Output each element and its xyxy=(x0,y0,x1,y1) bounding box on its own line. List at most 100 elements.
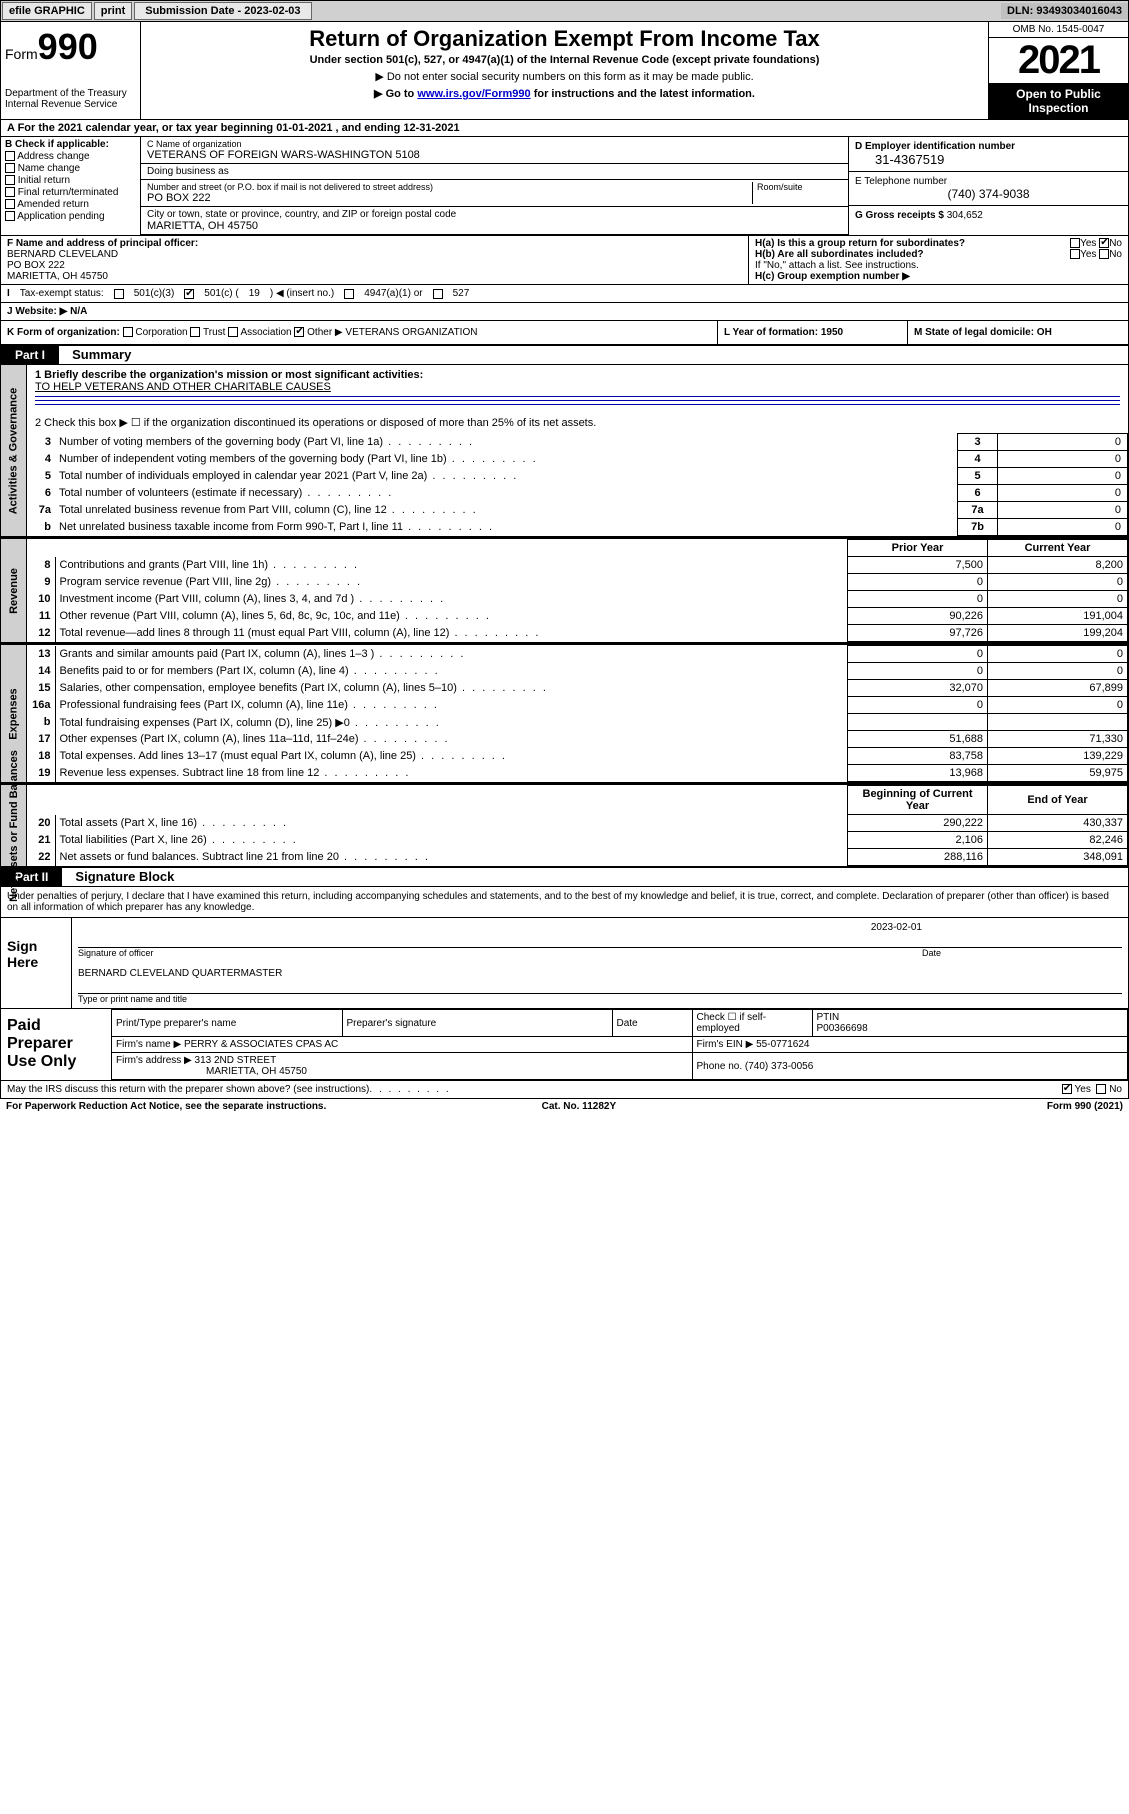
cb-app-pending[interactable]: Application pending xyxy=(5,211,136,222)
addr-value: PO BOX 222 xyxy=(147,192,752,204)
row-f-label: F Name and address of principal officer: xyxy=(7,238,198,249)
gov-row: 5Total number of individuals employed in… xyxy=(27,468,1128,485)
org-name: VETERANS OF FOREIGN WARS-WASHINGTON 5108 xyxy=(147,149,842,161)
phone-label: E Telephone number xyxy=(855,176,1122,187)
gov-row: 7aTotal unrelated business revenue from … xyxy=(27,502,1128,519)
dln: DLN: 93493034016043 xyxy=(1001,3,1128,19)
paperwork-footer: For Paperwork Reduction Act Notice, see … xyxy=(0,1099,1129,1114)
side-exp: Expenses xyxy=(8,688,20,739)
gov-row: 4Number of independent voting members of… xyxy=(27,451,1128,468)
paid-label: Paid Preparer Use Only xyxy=(1,1009,111,1080)
row-a-period: A For the 2021 calendar year, or tax yea… xyxy=(0,120,1129,137)
firm-city: MARIETTA, OH 45750 xyxy=(116,1066,307,1077)
self-emp-check[interactable]: Check ☐ if self-employed xyxy=(692,1010,812,1037)
firm-phone: (740) 373-0056 xyxy=(745,1061,813,1072)
fin-row: 10Investment income (Part VIII, column (… xyxy=(27,591,1128,608)
fin-row: 15Salaries, other compensation, employee… xyxy=(27,680,1128,697)
brief-label: 1 Briefly describe the organization's mi… xyxy=(35,369,423,381)
ein-value: 31-4367519 xyxy=(855,152,1122,167)
sign-here-block: Sign Here 2023-02-01 Signature of office… xyxy=(0,917,1129,1009)
gov-row: 6Total number of volunteers (estimate if… xyxy=(27,485,1128,502)
ein-label: D Employer identification number xyxy=(855,141,1122,152)
fin-row: 11Other revenue (Part VIII, column (A), … xyxy=(27,608,1128,625)
part1-gov: Activities & Governance 1 Briefly descri… xyxy=(0,365,1129,537)
ptin-value: P00366698 xyxy=(817,1023,868,1034)
date-label: Date xyxy=(922,948,1122,958)
fin-row: 13Grants and similar amounts paid (Part … xyxy=(27,646,1128,663)
fin-row: 8Contributions and grants (Part VIII, li… xyxy=(27,557,1128,574)
fin-row: 20Total assets (Part X, line 16)290,2224… xyxy=(27,815,1128,832)
col-b-label: B Check if applicable: xyxy=(5,139,109,150)
org-name-label: C Name of organization xyxy=(147,139,842,149)
col-b-checkboxes: B Check if applicable: Address change Na… xyxy=(1,137,141,235)
firm-name: PERRY & ASSOCIATES CPAS AC xyxy=(184,1039,338,1050)
prep-name-label: Print/Type preparer's name xyxy=(112,1010,342,1037)
mission-text: TO HELP VETERANS AND OTHER CHARITABLE CA… xyxy=(35,381,331,393)
gov-row: bNet unrelated business taxable income f… xyxy=(27,519,1128,536)
print-button[interactable]: print xyxy=(94,2,132,20)
open-inspection: Open to Public Inspection xyxy=(989,83,1128,119)
fin-row: 16aProfessional fundraising fees (Part I… xyxy=(27,697,1128,714)
tax-year: 2021 xyxy=(989,38,1128,83)
submission-date: Submission Date - 2023-02-03 xyxy=(134,2,311,20)
hb-note: If "No," attach a list. See instructions… xyxy=(755,260,1122,271)
fin-row: bTotal fundraising expenses (Part IX, co… xyxy=(27,714,1128,731)
row-k: K Form of organization: Corporation Trus… xyxy=(0,321,1129,345)
ssn-note: ▶ Do not enter social security numbers o… xyxy=(145,70,984,83)
hc-label: H(c) Group exemption number ▶ xyxy=(755,271,910,282)
col-c-org: C Name of organization VETERANS OF FOREI… xyxy=(141,137,848,235)
form-number: Form990 xyxy=(5,26,136,68)
gross-label: G Gross receipts $ xyxy=(855,210,944,221)
type-name-label: Type or print name and title xyxy=(78,994,1122,1004)
phone-value: (740) 374-9038 xyxy=(855,187,1122,201)
discuss-row: May the IRS discuss this return with the… xyxy=(0,1081,1129,1099)
cb-address-change[interactable]: Address change xyxy=(5,151,136,162)
dba-label: Doing business as xyxy=(147,166,842,177)
officer-printed: BERNARD CLEVELAND QUARTERMASTER xyxy=(78,968,1122,979)
addr-label: Number and street (or P.O. box if mail i… xyxy=(147,182,752,192)
row-l: L Year of formation: 1950 xyxy=(724,327,843,338)
officer-city: MARIETTA, OH 45750 xyxy=(7,271,108,282)
fin-row: 9Program service revenue (Part VIII, lin… xyxy=(27,574,1128,591)
paid-preparer-block: Paid Preparer Use Only Print/Type prepar… xyxy=(0,1009,1129,1081)
efile-button[interactable]: efile GRAPHIC xyxy=(2,2,92,20)
form-subtitle: Under section 501(c), 527, or 4947(a)(1)… xyxy=(145,54,984,66)
sig-officer-label: Signature of officer xyxy=(78,948,922,958)
cb-name-change[interactable]: Name change xyxy=(5,163,136,174)
firm-addr: 313 2ND STREET xyxy=(195,1055,277,1066)
row-j-website: J Website: ▶ N/A xyxy=(0,303,1129,321)
col-d-contact: D Employer identification number 31-4367… xyxy=(848,137,1128,235)
gross-value: 304,652 xyxy=(947,210,983,221)
fin-row: 12Total revenue—add lines 8 through 11 (… xyxy=(27,625,1128,642)
cb-initial-return[interactable]: Initial return xyxy=(5,175,136,186)
city-value: MARIETTA, OH 45750 xyxy=(147,220,842,232)
fin-row: 19Revenue less expenses. Subtract line 1… xyxy=(27,765,1128,782)
officer-name: BERNARD CLEVELAND xyxy=(7,249,118,260)
dept-treasury: Department of the Treasury Internal Reve… xyxy=(5,88,136,110)
gov-row: 3Number of voting members of the governi… xyxy=(27,434,1128,451)
sign-here-label: Sign Here xyxy=(1,918,71,1008)
fin-row: 22Net assets or fund balances. Subtract … xyxy=(27,849,1128,866)
fin-row: 17Other expenses (Part IX, column (A), l… xyxy=(27,731,1128,748)
block-b-c-d: B Check if applicable: Address change Na… xyxy=(0,137,1129,235)
perjury-declaration: Under penalties of perjury, I declare th… xyxy=(0,887,1129,917)
cb-amended[interactable]: Amended return xyxy=(5,199,136,210)
prep-date-label: Date xyxy=(612,1010,692,1037)
part1-header: Part I Summary xyxy=(0,345,1129,365)
officer-addr: PO BOX 222 xyxy=(7,260,65,271)
part1-exp: Expenses 13Grants and similar amounts pa… xyxy=(0,643,1129,783)
irs-link[interactable]: www.irs.gov/Form990 xyxy=(417,88,530,100)
omb-number: OMB No. 1545-0047 xyxy=(989,22,1128,38)
city-label: City or town, state or province, country… xyxy=(147,209,842,220)
part1-net: Net Assets or Fund Balances Beginning of… xyxy=(0,783,1129,867)
cat-no: Cat. No. 11282Y xyxy=(542,1101,616,1112)
side-rev: Revenue xyxy=(8,568,20,614)
side-gov: Activities & Governance xyxy=(8,387,20,514)
side-net: Net Assets or Fund Balances xyxy=(8,750,20,902)
cb-final-return[interactable]: Final return/terminated xyxy=(5,187,136,198)
fin-row: 18Total expenses. Add lines 13–17 (must … xyxy=(27,748,1128,765)
firm-ein: 55-0771624 xyxy=(756,1039,809,1050)
top-bar: efile GRAPHIC print Submission Date - 20… xyxy=(0,0,1129,22)
row-i-tax-status: I Tax-exempt status: 501(c)(3) 501(c) (1… xyxy=(0,285,1129,303)
block-f-h: F Name and address of principal officer:… xyxy=(0,235,1129,285)
